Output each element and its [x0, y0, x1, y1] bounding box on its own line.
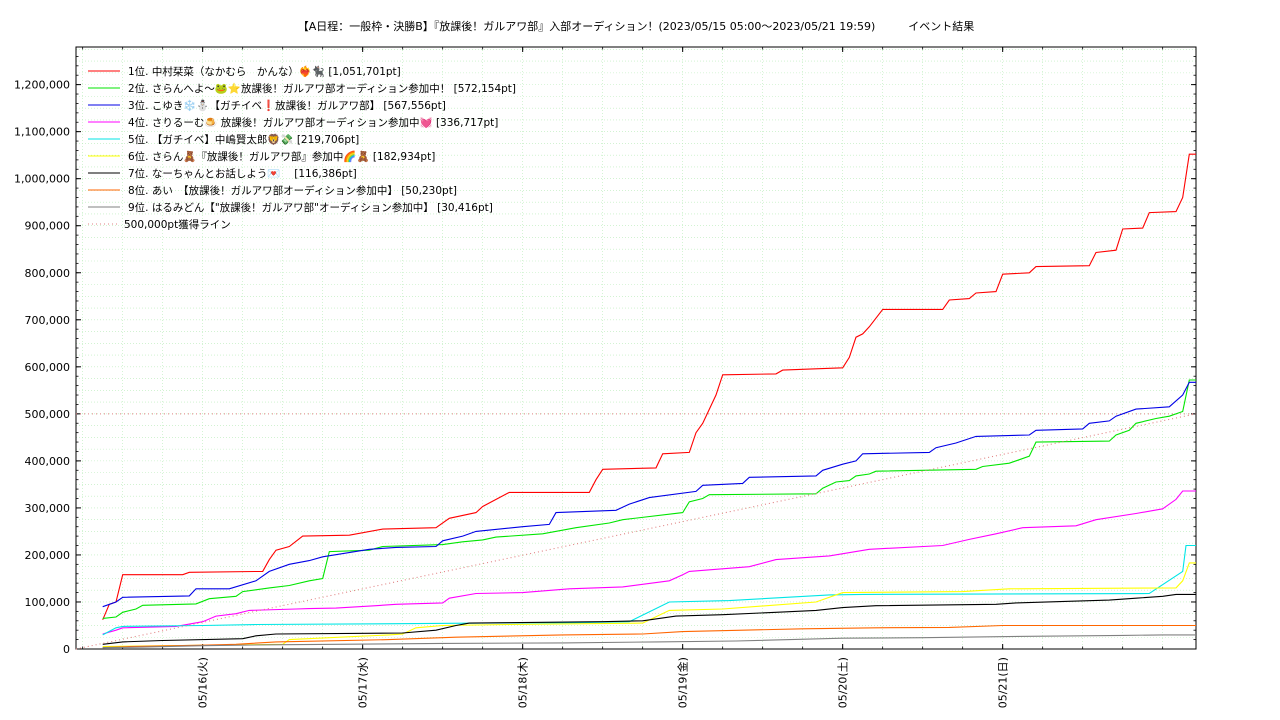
- legend-label-9: 9位. はるみどん【"放課後！ガルアワ部"オーディション参加中】 [30,416…: [128, 201, 493, 214]
- series-line-6: [102, 562, 1196, 648]
- series-line-3: [102, 381, 1196, 608]
- series-line-9: [102, 634, 1196, 649]
- legend-label-7: 7位. なーちゃんとお話しよう💌 [116,386pt]: [128, 167, 357, 180]
- y-tick-label: 500,000: [25, 408, 71, 421]
- chart-title: 【A日程：一般枠・決勝B】『放課後！ガルアワ部』入部オーディション！(2023/…: [298, 19, 975, 33]
- legend-label-8: 8位. あい 【放課後！ガルアワ部オーディション参加中】 [50,230pt]: [128, 184, 457, 197]
- series-line-5: [102, 544, 1196, 636]
- legend-label-3: 3位. こゆき❄️⛄【ガチイベ❗放課後！ガルアワ部】 [567,556pt]: [128, 99, 446, 112]
- series-layer: [75, 153, 1197, 650]
- y-tick-label: 300,000: [25, 502, 71, 515]
- series-line-8: [102, 624, 1196, 649]
- legend: 1位. 中村栞菜（なかむら かんな）❤️‍🔥🐈‍⬛ [1,051,701pt] 2…: [88, 65, 516, 231]
- series-line-7: [102, 593, 1196, 645]
- legend-label-10: 500,000pt獲得ライン: [124, 218, 231, 231]
- legend-label-5: 5位. 【ガチイベ】中嶋賢太郎🦁💸 [219,706pt]: [128, 133, 359, 146]
- y-tick-label: 700,000: [25, 314, 71, 327]
- y-tick-label: 1,100,000: [14, 126, 70, 139]
- y-tick-label: 800,000: [25, 267, 71, 280]
- legend-label-6: 6位. さらん🧸『放課後！ガルアワ部』参加中🌈🧸 [182,934pt]: [128, 150, 435, 163]
- series-line-4: [102, 490, 1196, 635]
- legend-label-4: 4位. さりるーむ🍮 放課後！ガルアワ部オーディション参加中💓 [336,717…: [128, 116, 498, 129]
- x-tick-label: 05/21(日): [997, 657, 1010, 708]
- legend-label-1: 1位. 中村栞菜（なかむら かんな）❤️‍🔥🐈‍⬛ [1,051,701pt]: [128, 65, 401, 78]
- series-line-2: [102, 379, 1196, 619]
- legend-label-2: 2位. さらんへよ〜🐸⭐️放課後！ガルアワ部オーディション参加中！ [572,1…: [128, 82, 516, 95]
- x-tick-label: 05/19(金): [676, 657, 690, 708]
- axes-layer: 0 100,000 200,000 300,000 400,000 500,000 600,…: [14, 46, 1197, 708]
- y-tick-label: 0: [63, 643, 70, 656]
- x-tick-label: 05/16(火): [197, 657, 210, 708]
- series-line-1: [102, 153, 1196, 621]
- x-tick-label: 05/18(木): [517, 657, 530, 708]
- y-tick-label: 200,000: [25, 549, 71, 562]
- x-tick-label: 05/20(土): [837, 657, 850, 708]
- y-tick-label: 1,200,000: [14, 79, 70, 92]
- y-tick-label: 1,000,000: [14, 173, 70, 186]
- y-tick-label: 400,000: [25, 455, 71, 468]
- y-tick-label: 900,000: [25, 220, 71, 233]
- y-tick-label: 600,000: [25, 361, 71, 374]
- grid-layer: [76, 47, 1196, 650]
- series-line-10: [75, 413, 1197, 650]
- y-tick-label: 100,000: [25, 596, 71, 609]
- x-tick-label: 05/17(水): [357, 657, 370, 708]
